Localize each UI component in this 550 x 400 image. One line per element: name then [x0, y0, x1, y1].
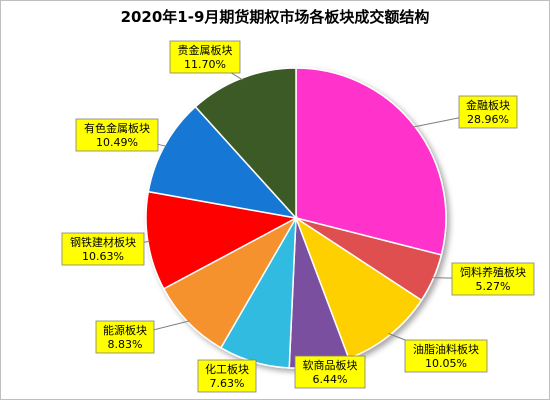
label-box: [458, 95, 518, 129]
pie-slice-1: [295, 67, 447, 256]
slice-name: 有色金属板块: [84, 121, 150, 135]
label-box: [294, 355, 366, 389]
label-box: [197, 359, 257, 393]
slice-name: 贵金属板块: [178, 43, 233, 57]
slice-percent: 5.27%: [476, 280, 511, 293]
slice-percent: 6.44%: [313, 373, 348, 386]
slice-name: 能源板块: [103, 323, 147, 337]
slice-name: 饲料养殖板块: [460, 265, 526, 279]
label-box: [95, 320, 155, 354]
slice-percent: 10.05%: [425, 357, 467, 370]
pie-slice-9: [194, 67, 297, 220]
slice-name: 钢铁建材板块: [70, 235, 136, 249]
slice-percent: 10.63%: [82, 250, 124, 263]
pie-slice-6: [162, 216, 298, 349]
slice-name: 化工板块: [205, 362, 249, 376]
slice-percent: 7.63%: [210, 377, 245, 390]
label-box: [61, 232, 145, 266]
pie-slice-8: [147, 105, 299, 220]
chart-title: 2020年1-9月期货期权市场各板块成交额结构: [120, 8, 430, 26]
label-box: [404, 339, 488, 373]
slice-name: 软商品板块: [303, 358, 358, 372]
slice-percent: 11.70%: [184, 58, 226, 71]
slice-name: 金融板块: [466, 98, 510, 112]
label-box: [169, 40, 241, 74]
slice-percent: 10.49%: [96, 136, 138, 149]
label-box: [451, 262, 535, 296]
slice-percent: 28.96%: [467, 113, 509, 126]
slice-percent: 8.83%: [108, 338, 143, 351]
label-box: [75, 118, 159, 152]
slice-name: 油脂油料板块: [413, 342, 479, 356]
